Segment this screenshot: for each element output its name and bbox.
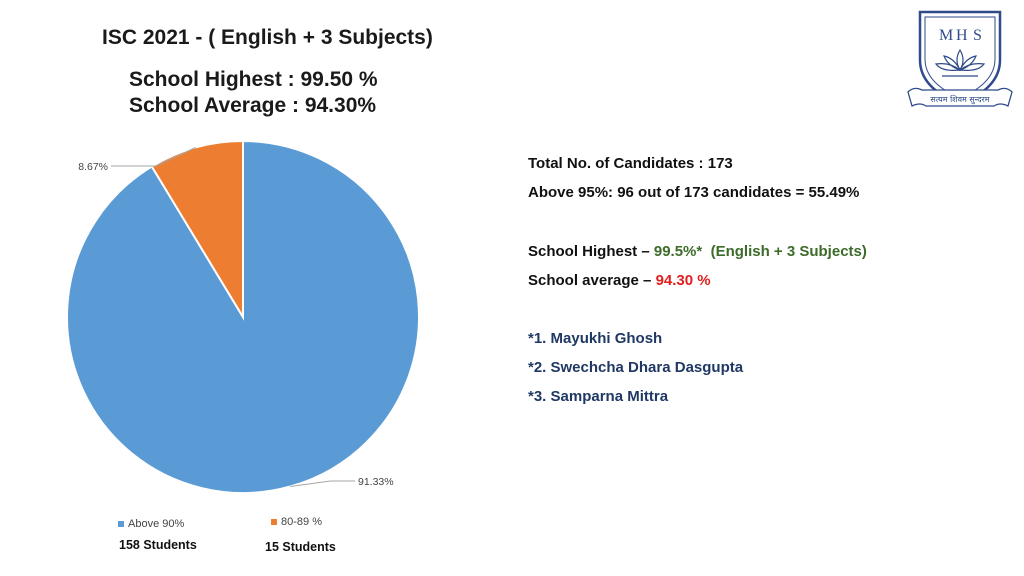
motto-ribbon <box>907 87 1013 107</box>
legend-label-above-90: Above 90% <box>128 518 185 530</box>
logo-letter-h: H <box>956 27 968 44</box>
school-average-value: 94.30 % <box>655 272 711 289</box>
logo-letter-s: S <box>973 27 982 44</box>
legend-item-80-89: 80-89 % <box>271 516 322 528</box>
legend-label-80-89: 80-89 % <box>281 516 322 528</box>
school-average-heading: School Average : 94.30% <box>129 94 377 117</box>
school-logo: M H S सत्यम शिवम सुन्दरम <box>907 10 1013 107</box>
legend-count-80-89: 15 Students <box>265 540 336 554</box>
above-95-stat: Above 95%: 96 out of 173 candidates = 55… <box>528 184 860 201</box>
school-highest-prefix: School Highest – <box>528 243 654 260</box>
legend-swatch-80-89 <box>271 519 277 526</box>
school-highest-heading: School Highest : 99.50 % <box>129 68 378 91</box>
legend-item-above-90: Above 90% <box>118 518 184 530</box>
logo-motto: सत्यम शिवम सुन्दरम <box>930 94 989 105</box>
data-label-80-89: 8.67% <box>78 161 108 173</box>
legend-count-above-90: 158 Students <box>119 538 197 552</box>
topper-3: *3. Samparna Mittra <box>528 388 669 405</box>
school-highest-stat: School Highest – 99.5%* (English + 3 Sub… <box>528 243 867 260</box>
total-candidates: Total No. of Candidates : 173 <box>528 155 733 172</box>
school-average-stat: School average – 94.30 % <box>528 272 711 289</box>
chart-title: ISC 2021 - ( English + 3 Subjects) <box>102 26 433 49</box>
school-highest-value: 99.5%* <box>653 243 703 260</box>
lotus-icon <box>934 48 986 77</box>
legend-swatch-above-90 <box>118 521 124 528</box>
logo-letter-m: M <box>939 27 953 44</box>
leader-line-above-90 <box>290 480 355 488</box>
school-average-prefix: School average – <box>528 272 656 289</box>
school-highest-suffix: (English + 3 Subjects) <box>710 243 867 260</box>
data-label-above-90: 91.33% <box>358 476 394 488</box>
topper-1: *1. Mayukhi Ghosh <box>528 330 663 347</box>
leader-line-80-89 <box>111 147 196 167</box>
pie-chart: 91.33% 8.67% <box>66 139 420 494</box>
topper-2: *2. Swechcha Dhara Dasgupta <box>528 359 744 376</box>
